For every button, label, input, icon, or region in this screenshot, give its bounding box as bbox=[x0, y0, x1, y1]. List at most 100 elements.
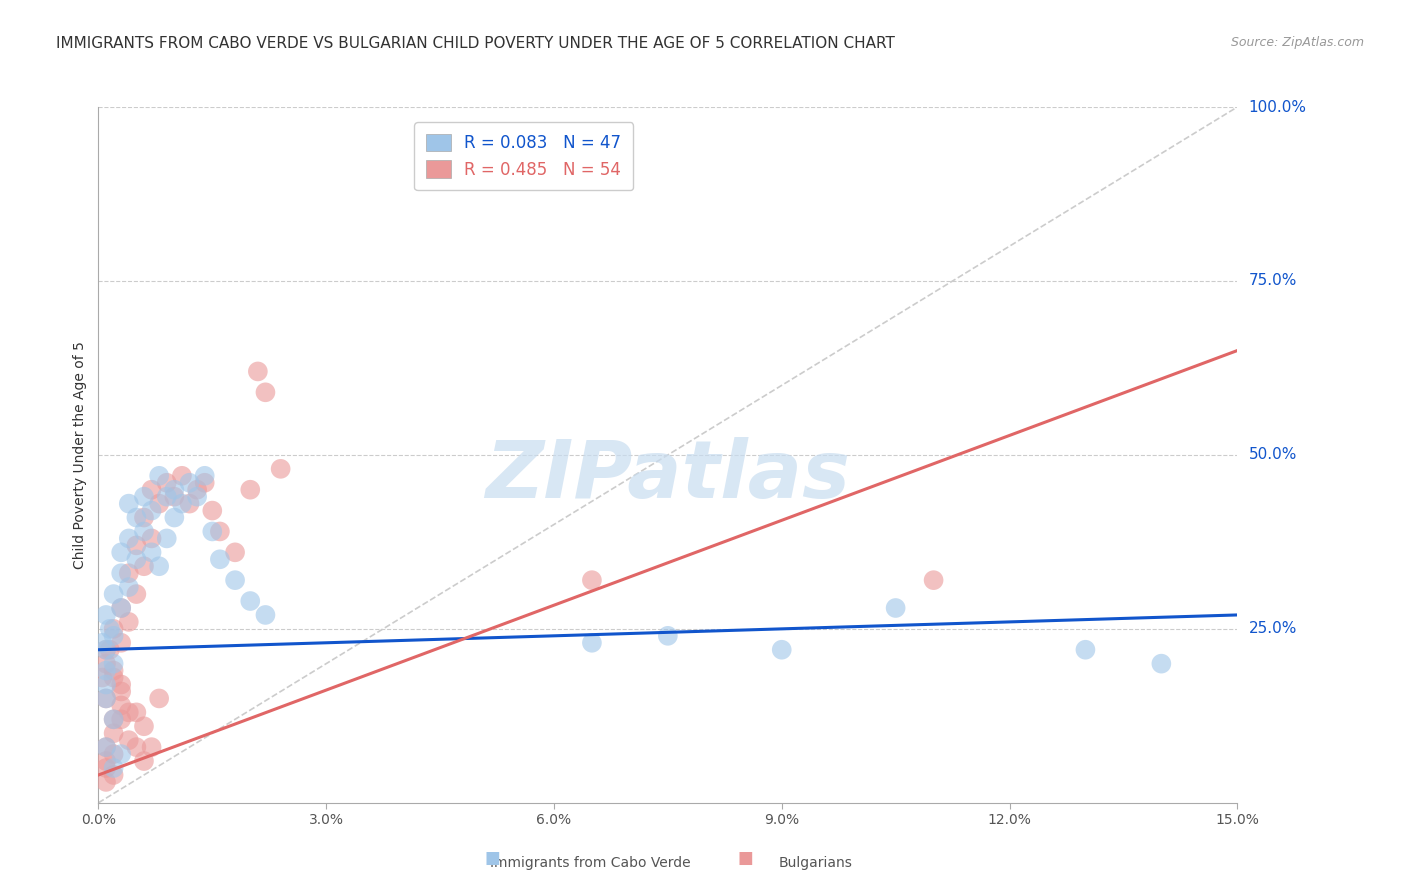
Point bbox=[141, 740, 163, 755]
Point bbox=[125, 706, 148, 720]
Point bbox=[201, 503, 224, 517]
Point bbox=[110, 545, 132, 559]
Text: 100.0%: 100.0% bbox=[1249, 100, 1306, 114]
Point bbox=[132, 754, 155, 768]
Point bbox=[156, 532, 179, 546]
Point bbox=[186, 490, 208, 504]
Point bbox=[110, 677, 132, 691]
Point bbox=[103, 587, 125, 601]
Point bbox=[103, 761, 125, 775]
Point bbox=[141, 545, 163, 559]
Point bbox=[94, 691, 117, 706]
Point bbox=[103, 712, 125, 726]
Point bbox=[91, 671, 114, 685]
Text: 50.0%: 50.0% bbox=[1249, 448, 1296, 462]
Point bbox=[270, 462, 292, 476]
Point bbox=[194, 468, 217, 483]
Point bbox=[103, 726, 125, 740]
Point bbox=[94, 754, 117, 768]
Point bbox=[179, 475, 201, 490]
Point bbox=[103, 622, 125, 636]
Point bbox=[103, 747, 125, 761]
Text: ■: ■ bbox=[484, 849, 501, 867]
Point bbox=[118, 580, 141, 594]
Point bbox=[94, 740, 117, 755]
Point bbox=[103, 664, 125, 678]
Text: 75.0%: 75.0% bbox=[1249, 274, 1296, 288]
Point bbox=[125, 552, 148, 566]
Text: 25.0%: 25.0% bbox=[1249, 622, 1296, 636]
Point bbox=[194, 475, 217, 490]
Point bbox=[170, 497, 193, 511]
Point bbox=[110, 698, 132, 713]
Point bbox=[125, 587, 148, 601]
Text: Immigrants from Cabo Verde: Immigrants from Cabo Verde bbox=[491, 855, 690, 870]
Text: Bulgarians: Bulgarians bbox=[779, 855, 852, 870]
Point bbox=[163, 490, 186, 504]
Point bbox=[148, 691, 170, 706]
Point bbox=[246, 364, 269, 378]
Point bbox=[254, 385, 277, 400]
Point bbox=[132, 510, 155, 524]
Point bbox=[125, 538, 148, 552]
Point bbox=[103, 768, 125, 782]
Point bbox=[94, 775, 117, 789]
Text: ZIPatlas: ZIPatlas bbox=[485, 437, 851, 515]
Point bbox=[581, 573, 603, 587]
Point bbox=[118, 566, 141, 581]
Point bbox=[103, 657, 125, 671]
Point bbox=[224, 545, 246, 559]
Point bbox=[110, 684, 132, 698]
Text: ■: ■ bbox=[737, 849, 754, 867]
Point bbox=[156, 475, 179, 490]
Point bbox=[91, 636, 114, 650]
Point bbox=[103, 712, 125, 726]
Point bbox=[224, 573, 246, 587]
Point bbox=[118, 733, 141, 747]
Text: IMMIGRANTS FROM CABO VERDE VS BULGARIAN CHILD POVERTY UNDER THE AGE OF 5 CORRELA: IMMIGRANTS FROM CABO VERDE VS BULGARIAN … bbox=[56, 36, 896, 51]
Point bbox=[239, 594, 262, 608]
Point bbox=[98, 642, 121, 657]
Point bbox=[186, 483, 208, 497]
Point bbox=[94, 761, 117, 775]
Point bbox=[141, 532, 163, 546]
Point bbox=[94, 677, 117, 691]
Point bbox=[110, 566, 132, 581]
Point bbox=[118, 497, 141, 511]
Point bbox=[141, 503, 163, 517]
Point bbox=[132, 524, 155, 539]
Point bbox=[148, 559, 170, 574]
Point bbox=[94, 642, 117, 657]
Point bbox=[110, 601, 132, 615]
Point bbox=[884, 601, 907, 615]
Point bbox=[208, 552, 231, 566]
Point bbox=[254, 607, 277, 622]
Point bbox=[581, 636, 603, 650]
Y-axis label: Child Poverty Under the Age of 5: Child Poverty Under the Age of 5 bbox=[73, 341, 87, 569]
Point bbox=[132, 559, 155, 574]
Point bbox=[1074, 642, 1097, 657]
Point bbox=[94, 664, 117, 678]
Point bbox=[110, 601, 132, 615]
Point bbox=[239, 483, 262, 497]
Point bbox=[1150, 657, 1173, 671]
Point bbox=[118, 615, 141, 629]
Point bbox=[103, 629, 125, 643]
Point bbox=[110, 747, 132, 761]
Point bbox=[201, 524, 224, 539]
Point bbox=[125, 510, 148, 524]
Text: Source: ZipAtlas.com: Source: ZipAtlas.com bbox=[1230, 36, 1364, 49]
Point bbox=[163, 510, 186, 524]
Point bbox=[103, 671, 125, 685]
Point bbox=[141, 483, 163, 497]
Point bbox=[118, 532, 141, 546]
Point bbox=[98, 622, 121, 636]
Point bbox=[922, 573, 945, 587]
Point bbox=[132, 719, 155, 733]
Point bbox=[163, 483, 186, 497]
Point bbox=[118, 706, 141, 720]
Point bbox=[94, 740, 117, 755]
Point bbox=[208, 524, 231, 539]
Point bbox=[94, 657, 117, 671]
Point bbox=[94, 642, 117, 657]
